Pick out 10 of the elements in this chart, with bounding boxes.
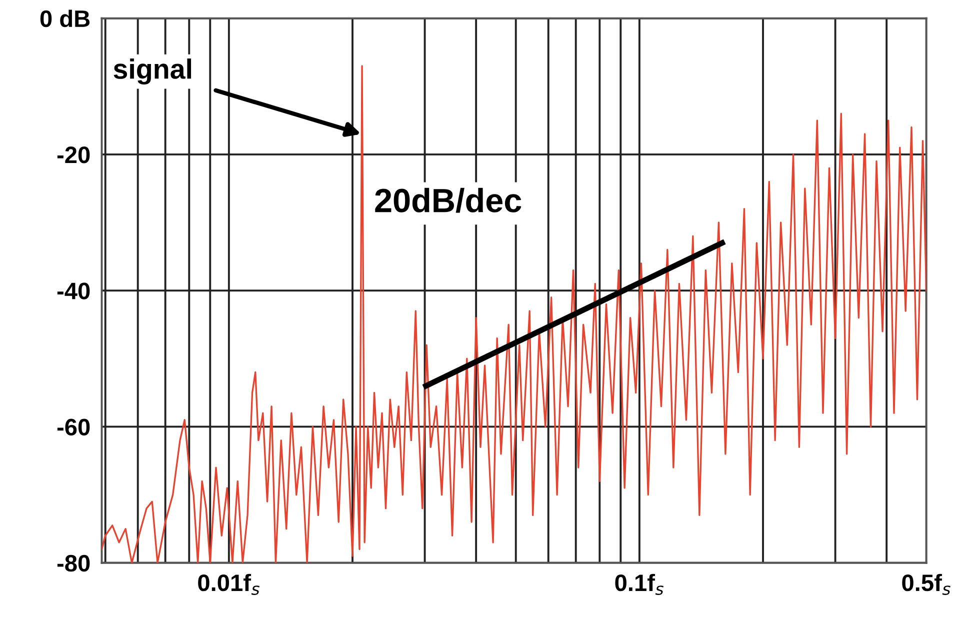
x-tick-label: 0.5f$_{s}$ [902,574,950,596]
x-tick-label: 0.01f$_{s}$ [198,574,260,596]
y-tick-label: -80 [57,554,90,572]
y-tick-label: 0 dB [40,10,90,28]
y-tick-label: -60 [57,418,90,436]
y-tick-label: -20 [57,146,90,164]
y-tick-label: -40 [57,282,90,300]
annotation: signal [114,58,192,85]
annotation: 20dB/dec [375,188,522,213]
x-tick-label: 0.1f$_{s}$ [615,574,664,596]
